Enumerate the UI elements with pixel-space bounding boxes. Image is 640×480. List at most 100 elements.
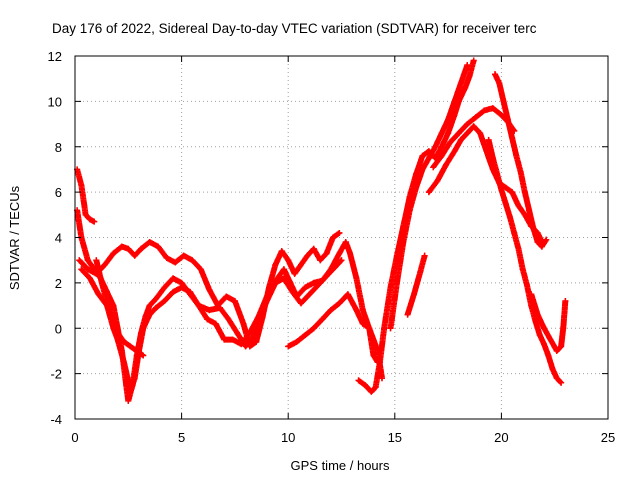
data-point: [361, 381, 368, 388]
data-point: [95, 291, 102, 298]
data-point: [464, 62, 471, 69]
data-point: [553, 375, 560, 382]
data-point: [272, 261, 279, 268]
plus-markers-track-9: [404, 252, 428, 318]
y-tick-label: -4: [50, 412, 62, 427]
data-point: [359, 320, 366, 327]
data-point: [195, 302, 202, 309]
data-point: [464, 121, 471, 128]
data-point: [526, 207, 533, 214]
data-point: [246, 329, 253, 336]
data-point: [470, 123, 477, 130]
x-axis-label: GPS time / hours: [291, 458, 390, 473]
series-track-12: [485, 136, 565, 386]
data-point: [127, 388, 134, 395]
data-point: [180, 252, 187, 259]
y-tick-label: 8: [55, 140, 62, 155]
data-point: [481, 107, 488, 114]
data-point: [509, 134, 516, 141]
data-point: [432, 143, 439, 150]
data-point: [521, 189, 528, 196]
data-point: [127, 343, 134, 350]
data-point: [366, 325, 373, 332]
series-track-8: [387, 62, 471, 332]
data-point: [342, 239, 349, 246]
data-point: [381, 325, 388, 332]
series-track-13: [492, 71, 550, 250]
data-point: [189, 257, 196, 264]
data-point: [323, 273, 330, 280]
data-point: [543, 236, 550, 243]
data-point: [370, 336, 377, 343]
data-point: [125, 397, 132, 404]
data-point: [84, 257, 91, 264]
data-point: [368, 388, 375, 395]
data-point: [86, 216, 93, 223]
data-point: [438, 143, 445, 150]
gridlines: [75, 56, 608, 419]
data-point: [146, 239, 153, 246]
data-point: [118, 243, 125, 250]
data-point: [78, 182, 85, 189]
series-track-3: [76, 229, 343, 350]
data-point: [297, 300, 304, 307]
data-point: [541, 325, 548, 332]
data-point: [140, 325, 147, 332]
data-point: [419, 152, 426, 159]
data-point: [319, 316, 326, 323]
data-point: [553, 347, 560, 354]
data-point: [417, 268, 424, 275]
data-point: [306, 291, 313, 298]
data-point: [206, 307, 213, 314]
data-point: [240, 320, 247, 327]
data-point: [338, 257, 345, 264]
data-point: [133, 347, 140, 354]
data-point: [447, 139, 454, 146]
data-point: [78, 266, 85, 273]
data-point: [502, 200, 509, 207]
data-point: [278, 248, 285, 255]
data-point: [438, 130, 445, 137]
data-point: [231, 298, 238, 305]
data-point: [285, 257, 292, 264]
data-point: [492, 71, 499, 78]
data-point: [355, 377, 362, 384]
data-point: [457, 80, 464, 87]
data-point: [410, 291, 417, 298]
data-point: [445, 130, 452, 137]
data-point: [466, 73, 473, 80]
data-point: [372, 384, 379, 391]
data-point: [413, 184, 420, 191]
y-axis-label: SDTVAR / TECUs: [7, 185, 22, 290]
data-point: [430, 164, 437, 171]
data-point: [140, 352, 147, 359]
x-tick-label: 0: [71, 430, 78, 445]
data-point: [442, 161, 449, 168]
y-tick-label: 2: [55, 276, 62, 291]
data-point: [310, 245, 317, 252]
data-points: [74, 57, 569, 404]
plot-frame: [74, 55, 609, 420]
data-point: [532, 318, 539, 325]
data-point: [462, 84, 469, 91]
data-point: [515, 245, 522, 252]
data-point: [457, 136, 464, 143]
data-point: [272, 279, 279, 286]
data-point: [76, 257, 83, 264]
data-point: [387, 325, 394, 332]
y-tick-label: 0: [55, 321, 62, 336]
plus-markers-track-13: [492, 71, 550, 250]
data-point: [541, 341, 548, 348]
data-point: [170, 288, 177, 295]
chart-title: Day 176 of 2022, Sidereal Day-to-day VTE…: [52, 21, 537, 36]
data-point: [470, 57, 477, 64]
data-point: [285, 343, 292, 350]
y-tick-label: 12: [48, 49, 62, 64]
data-point: [393, 279, 400, 286]
data-point: [253, 338, 260, 345]
data-point: [332, 263, 339, 270]
data-point: [302, 332, 309, 339]
data-point: [504, 116, 511, 123]
data-point: [344, 291, 351, 298]
